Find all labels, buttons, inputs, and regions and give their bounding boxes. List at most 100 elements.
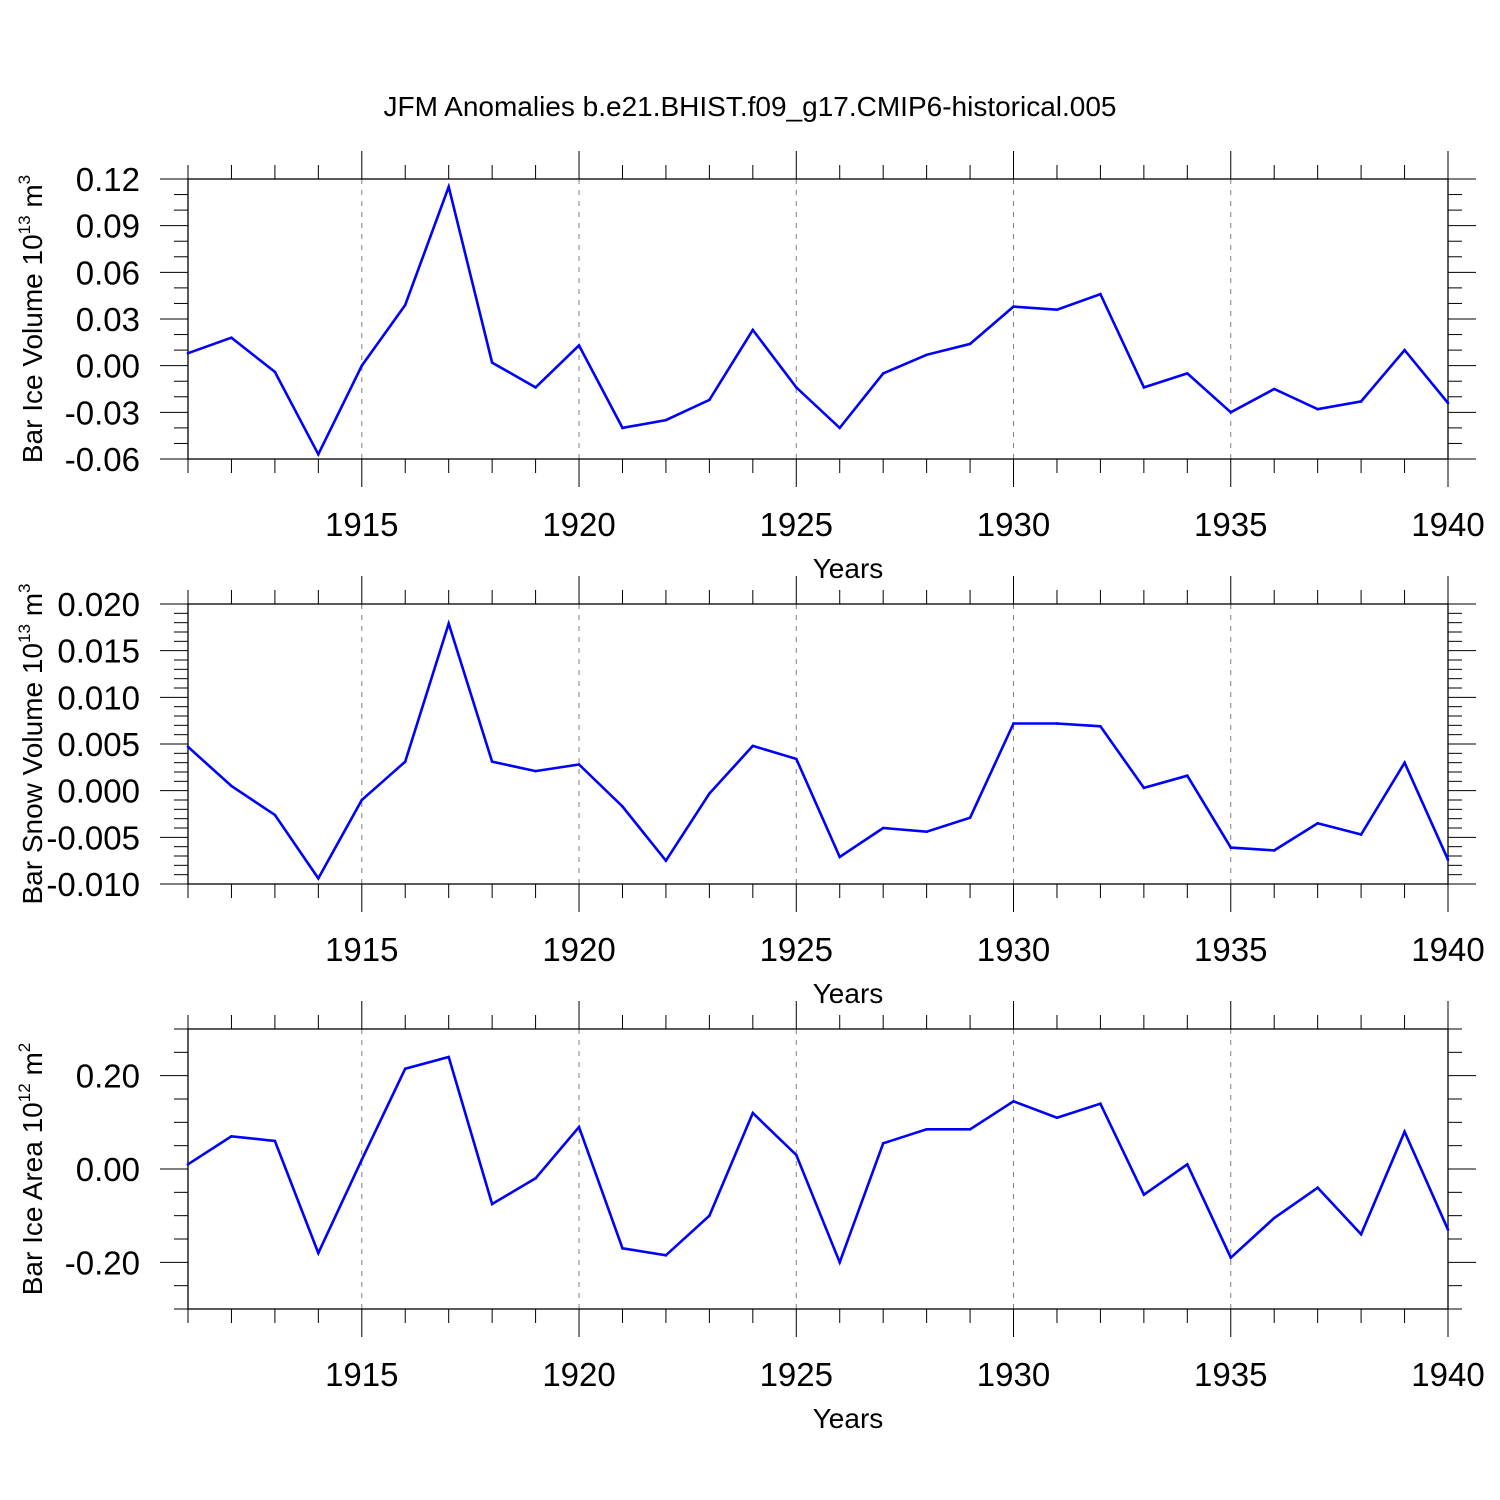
x-tick-label: 1925: [760, 506, 833, 543]
data-point: [1099, 724, 1102, 728]
plot-frame: [187, 178, 1449, 460]
y-tick-label: -0.005: [46, 819, 140, 856]
y-tick-label: 0.00: [76, 348, 140, 385]
data-point: [230, 784, 233, 788]
x-tick-label: 1940: [1411, 1356, 1484, 1393]
x-tick-label: 1925: [760, 1356, 833, 1393]
x-tick-label: 1915: [325, 1356, 398, 1393]
data-point: [1229, 1256, 1233, 1259]
data-point: [1099, 292, 1102, 296]
data-point: [621, 426, 624, 430]
y-tick-label: 0.09: [76, 208, 140, 245]
y-tick-label: -0.010: [46, 866, 140, 903]
data-point: [968, 1128, 972, 1131]
y-tick-label: 0.015: [57, 633, 140, 670]
x-tick-label: 1920: [542, 1356, 615, 1393]
data-point: [186, 745, 190, 749]
data-point: [794, 1153, 798, 1157]
data-point: [838, 855, 842, 859]
x-axis-label: Years: [813, 553, 884, 584]
data-point: [1316, 1186, 1319, 1189]
y-axis-label-unit-exponent: 2: [15, 1043, 34, 1052]
data-point: [273, 1139, 277, 1143]
data-point: [1142, 786, 1146, 790]
x-tick-label: 1935: [1194, 1356, 1267, 1393]
data-point: [1316, 822, 1319, 825]
x-tick-label: 1915: [325, 506, 398, 543]
data-point: [621, 1247, 624, 1250]
y-tick-label: 0.00: [76, 1151, 140, 1188]
data-point: [664, 1254, 668, 1257]
data-point: [664, 859, 668, 862]
data-point: [1359, 833, 1363, 836]
data-point: [1446, 401, 1450, 405]
y-axis-label-exponent: 13: [15, 624, 34, 643]
data-point: [1316, 407, 1319, 411]
y-axis-label-exponent: 13: [15, 215, 34, 234]
data-point: [317, 1251, 320, 1255]
y-tick-label: 0.06: [76, 254, 140, 291]
data-point: [230, 1135, 233, 1138]
data-point: [534, 1177, 537, 1180]
data-point: [925, 353, 928, 357]
x-tick-label: 1935: [1194, 931, 1267, 968]
y-axis-label-unit: m: [17, 184, 48, 215]
data-point: [360, 1158, 364, 1161]
x-tick-label: 1930: [977, 506, 1050, 543]
panel-ice-volume: -0.06 -0.03 0.00 0.03 0.06 0.09 0.12 1915 1920 19…: [15, 151, 1485, 584]
data-point: [708, 792, 711, 795]
x-tick-label: 1935: [1194, 506, 1267, 543]
plot-frame: [187, 1028, 1449, 1310]
data-point: [1186, 1163, 1189, 1166]
x-tick-label: 1915: [325, 931, 398, 968]
data-point: [1272, 849, 1276, 852]
data-point: [403, 1067, 407, 1070]
data-point: [664, 418, 668, 422]
data-point: [490, 760, 494, 764]
data-point: [1359, 1233, 1363, 1236]
x-tick-label: 1940: [1411, 506, 1484, 543]
data-point: [1099, 1102, 1102, 1105]
y-axis-label-text: Bar Snow Volume 10: [17, 643, 48, 905]
data-point: [577, 344, 581, 347]
data-point: [273, 370, 277, 374]
data-point: [1012, 1100, 1015, 1103]
data-point: [838, 426, 842, 430]
data-point: [881, 826, 885, 830]
x-tick-label: 1920: [542, 931, 615, 968]
data-point: [708, 398, 711, 402]
x-tick-label: 1930: [977, 1356, 1050, 1393]
y-axis-label: Bar Ice Area 1012 m2: [15, 1043, 48, 1296]
y-axis-label-text: Bar Ice Area 10: [17, 1102, 48, 1295]
x-tick-label: 1925: [760, 931, 833, 968]
data-point: [577, 763, 581, 766]
series-line-ice-area: [187, 1055, 1450, 1266]
data-point: [1446, 1228, 1450, 1231]
y-tick-label: -0.03: [65, 394, 140, 431]
data-point: [403, 303, 407, 307]
y-tick-label: 0.03: [76, 301, 140, 338]
data-point: [534, 386, 537, 389]
data-point: [1055, 308, 1059, 311]
data-point: [273, 813, 277, 817]
y-tick-label: -0.20: [65, 1244, 140, 1281]
y-axis-label-unit-exponent: 3: [15, 584, 34, 593]
data-point: [1186, 372, 1189, 375]
data-point: [1229, 846, 1233, 849]
data-point: [186, 351, 190, 355]
data-point: [794, 386, 798, 389]
y-axis-label-unit-exponent: 3: [15, 175, 34, 184]
data-point: [317, 453, 320, 456]
data-point: [1186, 774, 1189, 778]
data-point: [1012, 305, 1015, 308]
y-tick-label: 0.010: [57, 679, 140, 716]
data-point: [403, 760, 407, 764]
data-point: [708, 1214, 711, 1217]
y-tick-label: 0.005: [57, 726, 140, 763]
y-tick-label: 0.12: [76, 161, 140, 198]
data-point: [1272, 1216, 1276, 1220]
data-point: [751, 744, 755, 748]
data-point: [751, 1111, 755, 1115]
data-point: [186, 1163, 190, 1166]
